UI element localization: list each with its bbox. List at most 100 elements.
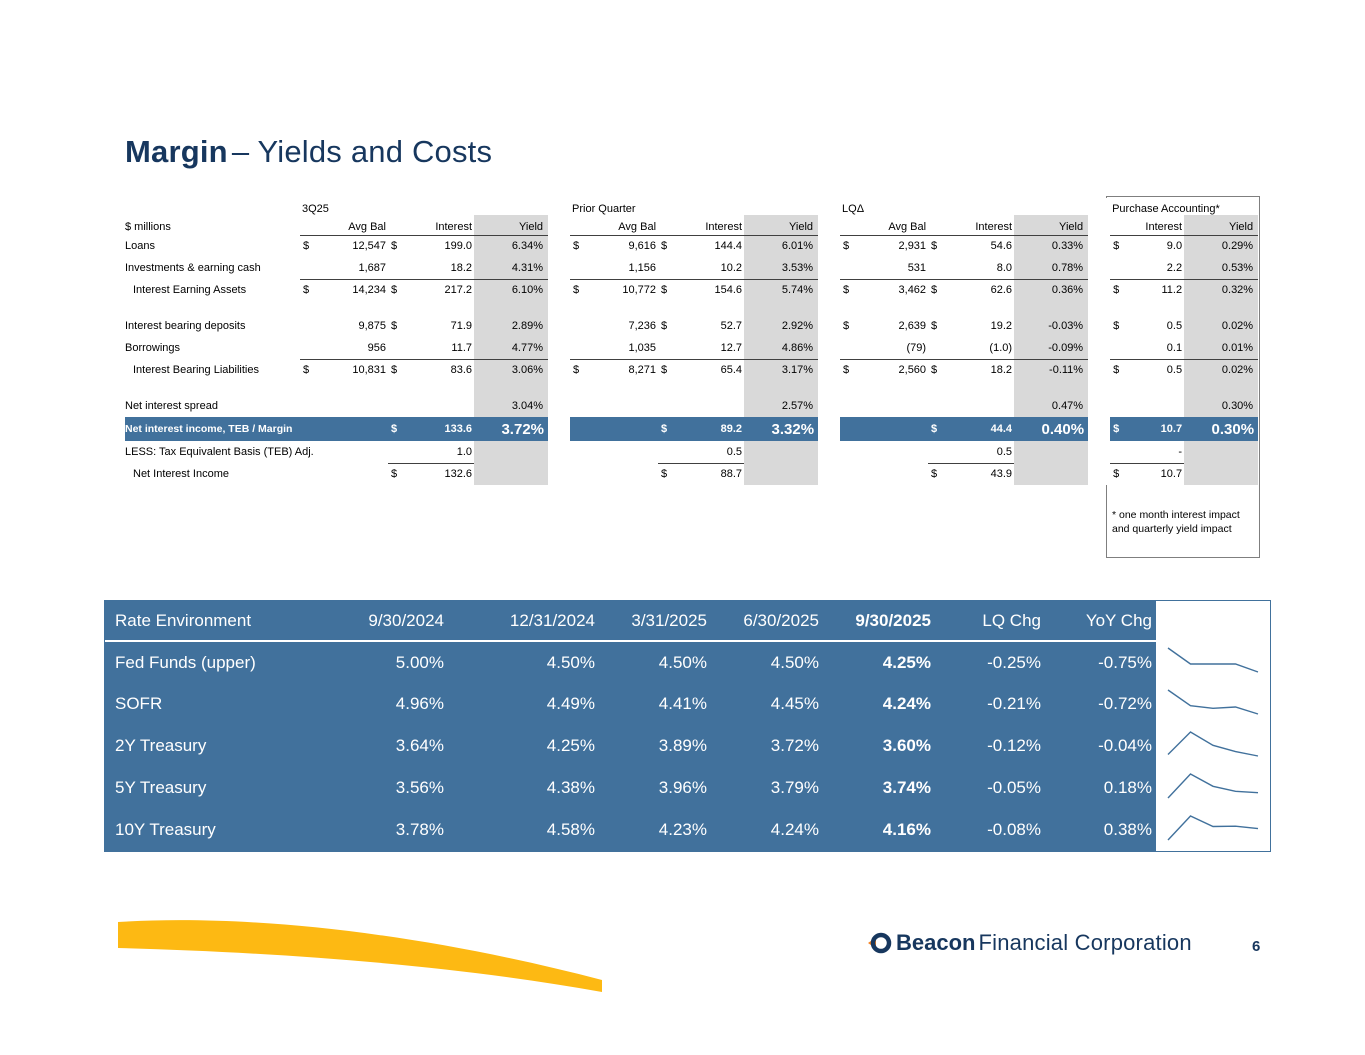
rate-cell: 4.24% [770,820,819,839]
margin-cell [840,337,852,359]
rate-cell: 4.96% [395,694,444,713]
margin-cell: 83.6 [400,358,474,381]
margin-cell: 199.0 [444,240,472,253]
margin-cell [1014,301,1089,315]
margin-cell [300,257,312,279]
brand-name-bold: Beacon [896,930,976,955]
margin-cell: 12.7 [720,341,743,354]
margin-cell: 3.53% [744,257,819,279]
rate-cell: 4.50% [546,652,595,672]
margin-cell: 144.4 [714,240,743,253]
margin-cell [300,417,312,441]
gap-cell [1088,198,1111,215]
rate-cell: 4.50% [770,652,819,672]
margin-row [125,301,1259,315]
margin-cell [928,381,940,395]
rate-cell: 3.79% [770,778,819,797]
margin-cell: 4.31% [474,257,549,279]
margin-cell: $ [931,320,938,332]
row-label [125,381,300,395]
margin-cell: 10.2 [720,261,743,274]
margin-cell [570,315,582,337]
page-title: Margin – Yields and Costs [125,134,492,170]
row-label: Net Interest Income [133,468,229,480]
margin-cell [388,381,400,395]
margin-cell: $ [928,278,941,301]
margin-cell [1110,257,1124,279]
margin-cell: 1.0 [456,445,472,458]
rate-cell: -0.25% [987,652,1041,672]
margin-cell: 0.53% [1184,257,1259,279]
margin-cell: $ [300,278,312,301]
margin-cell [852,301,928,315]
margin-row: Net interest income, TEB / Margin $133.6 3… [125,417,1259,441]
margin-cell: 0.5 [996,445,1013,458]
gap-cell [1088,279,1111,301]
margin-cell: $ [570,278,583,301]
margin-cell: 2.89% [474,315,549,337]
margin-cell: 0.30% [1184,417,1259,441]
margin-cell: 44.4 [940,417,1015,441]
margin-cell: 8.0 [996,261,1013,274]
margin-cell [840,395,852,417]
margin-cell: 4.86% [744,337,819,359]
margin-cell [1110,381,1124,395]
margin-cell: -0.03% [1014,315,1089,337]
margin-cell [928,441,940,463]
margin-cell: $ [388,462,400,485]
margin-cell [940,381,1014,395]
margin-cell [312,417,388,441]
margin-cell [300,395,312,417]
gap-cell [548,235,571,257]
yellow-swoosh-graphic [118,920,602,992]
gap-cell [548,257,571,279]
page-title-bold: Margin [125,134,228,169]
group-name: Purchase Accounting* [1112,203,1220,215]
margin-cell [570,257,582,279]
sparkline-cell [1156,725,1270,767]
gap-cell [818,417,841,441]
row-label: Interest bearing deposits [125,320,246,332]
page-title-rest: – Yields and Costs [231,134,493,169]
group-name: 3Q25 [302,203,329,215]
gap-cell [548,417,571,441]
margin-cell [658,301,670,315]
margin-cell: 3.32% [744,417,819,441]
rate-cell: 3.72% [770,736,819,755]
margin-cell [582,417,659,441]
margin-cell: 4.77% [474,337,549,359]
rate-row: 5Y Treasury 3.56% 4.38% 3.96% 3.79% 3.74% -0.0… [105,767,1270,809]
sparkline-chart [1167,814,1259,840]
gap-cell [818,337,841,359]
margin-cell: 0.32% [1184,278,1259,301]
margin-cell [670,301,744,315]
margin-cell [300,463,312,485]
brand-name-rest: Financial Corporation [978,930,1192,955]
margin-cell [852,381,928,395]
margin-cell: 0.01% [1184,337,1259,359]
margin-cell: 0.29% [1184,235,1259,257]
rate-cell: 3.96% [658,778,707,797]
rate-row-label: 10Y Treasury [115,820,216,839]
margin-cell: 52.7 [720,320,743,332]
margin-cell: 5.74% [744,278,819,301]
margin-cell [582,395,658,417]
purchase-accounting-footnote: * one month interest impact and quarterl… [1112,509,1240,536]
margin-cell: $ [1110,278,1125,301]
margin-cell [840,381,852,395]
margin-cell: 18.2 [940,358,1015,381]
rate-cell: 4.58% [546,820,595,839]
margin-cell [300,337,312,359]
margin-cell: 19.2 [990,320,1013,332]
margin-cell [582,463,658,485]
rate-cell: 4.25% [546,736,595,755]
margin-cell: $ [658,417,671,441]
margin-cell: $ [300,358,312,381]
margin-cell: 531 [907,261,927,274]
margin-cell [840,257,852,279]
rate-row-label: 5Y Treasury [115,778,207,797]
margin-cell: 88.7 [670,462,745,485]
column-header-row: $ millions Avg Bal Interest Yield Avg Bal Int… [125,215,1259,236]
margin-cell: $ [1113,240,1120,253]
gap-cell [548,359,571,381]
